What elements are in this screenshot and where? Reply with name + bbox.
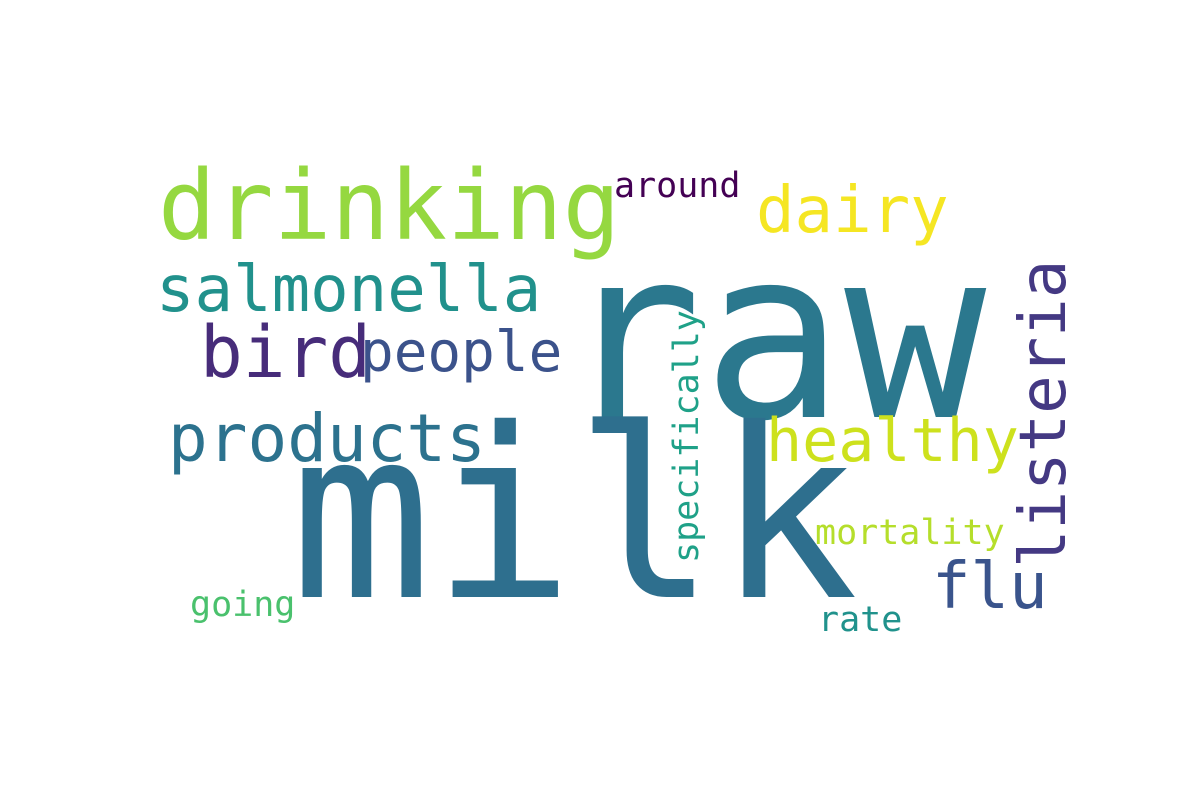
word-listeria: listeria [1007,259,1081,568]
word-salmonella: salmonella [156,253,542,327]
word-going: going [190,585,296,625]
word-milk: milk [290,378,859,653]
word-people: people [360,320,563,385]
word-bird: bird [200,311,371,394]
word-products: products [168,400,486,477]
word-around: around [614,166,741,206]
word-flu: flu [932,550,1048,624]
word-specifically: specifically [667,310,707,563]
word-drinking: drinking [158,150,621,262]
word-healthy: healthy [766,406,1019,476]
word-rate: rate [818,600,903,640]
word-dairy: dairy [756,174,949,248]
word-raw: raw [560,198,987,473]
word-mortality: mortality [815,513,1005,553]
